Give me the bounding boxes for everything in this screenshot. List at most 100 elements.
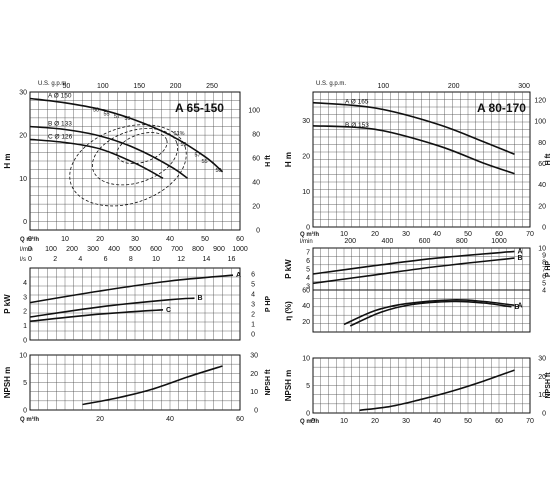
- left-q-tick: 30: [131, 236, 139, 243]
- right-power-label-b: B: [518, 255, 523, 262]
- left-power-ytick: 4: [23, 280, 27, 287]
- left-lmin-label: l/min: [20, 247, 33, 253]
- right-npsh-series-npsh: [359, 369, 515, 412]
- right-power-ytick-right: 9: [542, 253, 546, 260]
- right-power-ytick-right: 10: [538, 246, 546, 253]
- left-npsh-xtick: 40: [166, 416, 174, 423]
- series-layer: [29, 97, 515, 412]
- right-power-ytick: 6: [306, 258, 310, 265]
- left-power-ytick-right: 2: [251, 312, 255, 319]
- left-power-ytick: 2: [23, 309, 27, 316]
- grid-layer: [29, 91, 531, 414]
- left-q-tick: 20: [96, 236, 104, 243]
- left-power-ytick-right: 5: [251, 282, 255, 289]
- right-power-ytick-right: 7: [542, 267, 546, 274]
- left-power-label-c: C: [166, 307, 171, 314]
- right-npsh-xtick: 0: [311, 418, 315, 425]
- right-power-ytick-right: 6: [542, 274, 546, 281]
- right-npsh-ytick: 0: [306, 411, 310, 418]
- right-lmin-tick: 400: [382, 238, 394, 245]
- left-npsh-ylabel: NPSH m: [3, 367, 12, 399]
- left-power-ytick: 3: [23, 294, 27, 301]
- right-npsh-xlabel: Q m³/h: [300, 418, 319, 425]
- model-title-right: A 80-170: [477, 101, 526, 115]
- left-lmin-tick: 800: [192, 246, 204, 253]
- right-power-ylabel-right: P HP: [545, 261, 552, 278]
- left-top-tick: 50: [63, 83, 71, 90]
- right-power-ytick-right: 8: [542, 260, 546, 267]
- right-power-ytick: 5: [306, 267, 310, 274]
- right-npsh-ytick: 10: [302, 356, 310, 363]
- efficiency-label: 59: [125, 116, 131, 122]
- right-npsh-ytick-right: 20: [538, 374, 546, 381]
- left-power-ylabel: P kW: [3, 294, 12, 314]
- right-npsh-ytick-right: 0: [542, 411, 546, 418]
- right-lmin-tick: 200: [344, 238, 356, 245]
- left-head-label-b: B Ø 133: [48, 121, 72, 128]
- right-head-series-b: [312, 125, 515, 175]
- right-npsh-ylabel: NPSH m: [284, 370, 293, 402]
- right-npsh-xtick: 30: [402, 418, 410, 425]
- eff-contour-inner: [116, 132, 168, 165]
- right-eff-ytick: 60: [302, 287, 310, 294]
- left-head-ytick-right: 20: [252, 204, 260, 211]
- left-head-ytick-right: 100: [248, 108, 260, 115]
- left-head-label-a: A Ø 150: [48, 92, 72, 99]
- left-head-ytick: 20: [19, 133, 27, 140]
- efficiency-label: 61%: [174, 131, 185, 137]
- right-power-ylabel: P kW: [284, 259, 293, 279]
- left-top-tick: 100: [97, 83, 109, 90]
- left-q-tick: 50: [201, 236, 209, 243]
- right-npsh-grid: [312, 357, 531, 414]
- right-head-ylabel: H m: [284, 152, 293, 167]
- right-power-ytick: 3: [306, 283, 310, 290]
- left-lmin-tick: 200: [66, 246, 78, 253]
- left-npsh-ytick: 5: [23, 380, 27, 387]
- right-q-tick: 50: [464, 231, 472, 238]
- left-lmin-tick: 1000: [232, 246, 248, 253]
- left-power-ytick-right: 1: [251, 322, 255, 329]
- left-ls-tick: 2: [53, 256, 57, 263]
- left-npsh-ytick: 0: [23, 408, 27, 415]
- left-power-ytick-right: 4: [251, 292, 255, 299]
- right-q-tick: 20: [371, 231, 379, 238]
- efficiency-label: 57: [195, 153, 201, 159]
- left-power-series-c: [29, 309, 164, 323]
- left-q-label: Q m³/h: [20, 236, 39, 243]
- left-npsh-ytick-right: 10: [250, 389, 258, 396]
- left-power-label-a: A: [236, 272, 241, 279]
- right-head-label-b: B Ø 153: [345, 122, 369, 129]
- right-head-ytick: 30: [302, 118, 310, 125]
- right-eff-label-a: A: [518, 302, 523, 309]
- left-ls-tick: 14: [202, 256, 210, 263]
- right-eff-series-a: [343, 299, 515, 326]
- right-q-tick: 10: [340, 231, 348, 238]
- right-power-series-b: [312, 257, 515, 285]
- right-head-label-a: A Ø 165: [345, 99, 369, 106]
- left-head-ylabel: H m: [3, 153, 12, 168]
- left-head-label-c: C Ø 126: [48, 133, 73, 140]
- right-eff-ytick: 40: [302, 303, 310, 310]
- right-npsh-xtick: 40: [433, 418, 441, 425]
- right-head-ytick-right: 20: [538, 203, 546, 210]
- left-npsh-ytick-right: 0: [254, 408, 258, 415]
- right-power-series-a: [312, 250, 515, 275]
- left-npsh-series-npsh: [82, 365, 223, 406]
- left-head-series-a: [29, 97, 224, 173]
- left-q-tick: 0: [28, 236, 32, 243]
- left-npsh-xtick: 60: [236, 416, 244, 423]
- right-head-ytick: 10: [302, 189, 310, 196]
- left-ls-tick: 6: [104, 256, 108, 263]
- left-head-ytick: 10: [19, 176, 27, 183]
- right-head-ytick-right: 40: [538, 182, 546, 189]
- right-q-tick: 40: [433, 231, 441, 238]
- left-q-tick: 40: [166, 236, 174, 243]
- right-head-series-a: [312, 101, 515, 155]
- left-power-ytick-right: 6: [251, 272, 255, 279]
- left-lmin-tick: 500: [129, 246, 141, 253]
- right-q-tick: 70: [526, 231, 534, 238]
- right-npsh-xtick: 10: [340, 418, 348, 425]
- left-head-ytick: 30: [19, 90, 27, 97]
